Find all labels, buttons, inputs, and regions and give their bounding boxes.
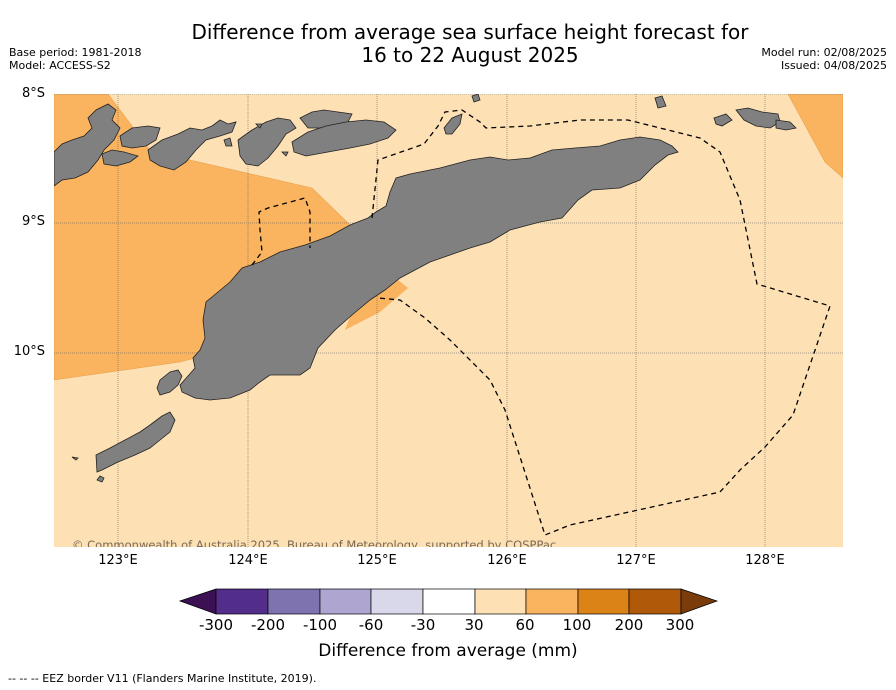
colorbar-tick: -200 xyxy=(250,616,286,634)
colorbar-bin-3 xyxy=(319,588,372,615)
colorbar-bin-6 xyxy=(474,588,527,615)
colorbar-extend-low xyxy=(178,588,217,615)
colorbar-tick: 300 xyxy=(665,616,695,634)
land-lomblen xyxy=(119,125,161,149)
lat-label-10s: 10°S xyxy=(13,344,45,359)
ocean-anomaly-60-100-east xyxy=(787,94,843,179)
land-small-10 xyxy=(255,123,263,129)
colorbar-extend-high xyxy=(680,588,719,615)
land-flores-east xyxy=(54,103,121,187)
lat-label-9s: 9°S xyxy=(21,214,45,229)
colorbar-bin-8 xyxy=(577,588,630,615)
lon-label-126e: 126°E xyxy=(487,553,527,568)
colorbar-bin-1 xyxy=(215,588,269,615)
colorbar-bin-4 xyxy=(370,588,424,615)
model-run: Model run: 02/08/2025 xyxy=(761,46,887,59)
colorbar-tick: -100 xyxy=(302,616,338,634)
copyright-text: © Commonwealth of Australia 2025, Bureau… xyxy=(72,538,556,552)
colorbar-tick: 100 xyxy=(562,616,592,634)
title-line-1: Difference from average sea surface heig… xyxy=(191,20,749,44)
land-pantar xyxy=(147,119,237,171)
colorbar-tick: -60 xyxy=(358,616,384,634)
land-ndao xyxy=(96,475,105,483)
ocean-anomaly-60-100-strip xyxy=(345,280,408,330)
lon-label-127e: 127°E xyxy=(616,553,656,568)
lon-label-123e: 123°E xyxy=(98,553,138,568)
model-name: Model: ACCESS-S2 xyxy=(9,59,111,72)
land-small-8 xyxy=(223,137,233,147)
colorbar-tick: 30 xyxy=(464,616,484,634)
land-small-1 xyxy=(101,149,139,167)
land-small-4 xyxy=(654,95,667,109)
issued-date: Issued: 04/08/2025 xyxy=(780,59,887,72)
land-atauro xyxy=(443,113,463,135)
colorbar-tick: 200 xyxy=(614,616,644,634)
eez-border xyxy=(251,109,831,536)
colorbar-bin-7 xyxy=(525,588,579,615)
land-alor xyxy=(237,117,297,167)
colorbar-bin-5 xyxy=(422,588,476,615)
colorbar-tick: 60 xyxy=(515,616,535,634)
colorbar-tick: -30 xyxy=(410,616,436,634)
land-rote xyxy=(95,411,176,473)
land-small-7 xyxy=(775,119,797,131)
land-small-3 xyxy=(471,94,481,103)
land-timor xyxy=(179,136,679,401)
title-line-2: 16 to 22 August 2025 xyxy=(361,43,579,67)
land-ndao-small xyxy=(71,456,79,461)
eez-legend-text: -- -- -- EEZ border V11 (Flanders Marine… xyxy=(8,672,317,685)
colorbar xyxy=(178,588,719,615)
lon-label-124e: 124°E xyxy=(228,553,268,568)
land-small-9 xyxy=(281,151,289,157)
land xyxy=(54,94,797,483)
base-period: Base period: 1981-2018 xyxy=(9,46,142,59)
colorbar-bin-9 xyxy=(628,588,682,615)
colorbar-bin-2 xyxy=(267,588,321,615)
land-semau xyxy=(156,369,183,396)
lat-label-8s: 8°S xyxy=(21,86,45,101)
land-wetar xyxy=(291,119,397,157)
colorbar-title: Difference from average (mm) xyxy=(318,641,578,661)
lon-label-128e: 128°E xyxy=(745,553,785,568)
land-small-5 xyxy=(713,113,733,127)
colorbar-tick: -300 xyxy=(198,616,234,634)
lon-label-125e: 125°E xyxy=(357,553,397,568)
